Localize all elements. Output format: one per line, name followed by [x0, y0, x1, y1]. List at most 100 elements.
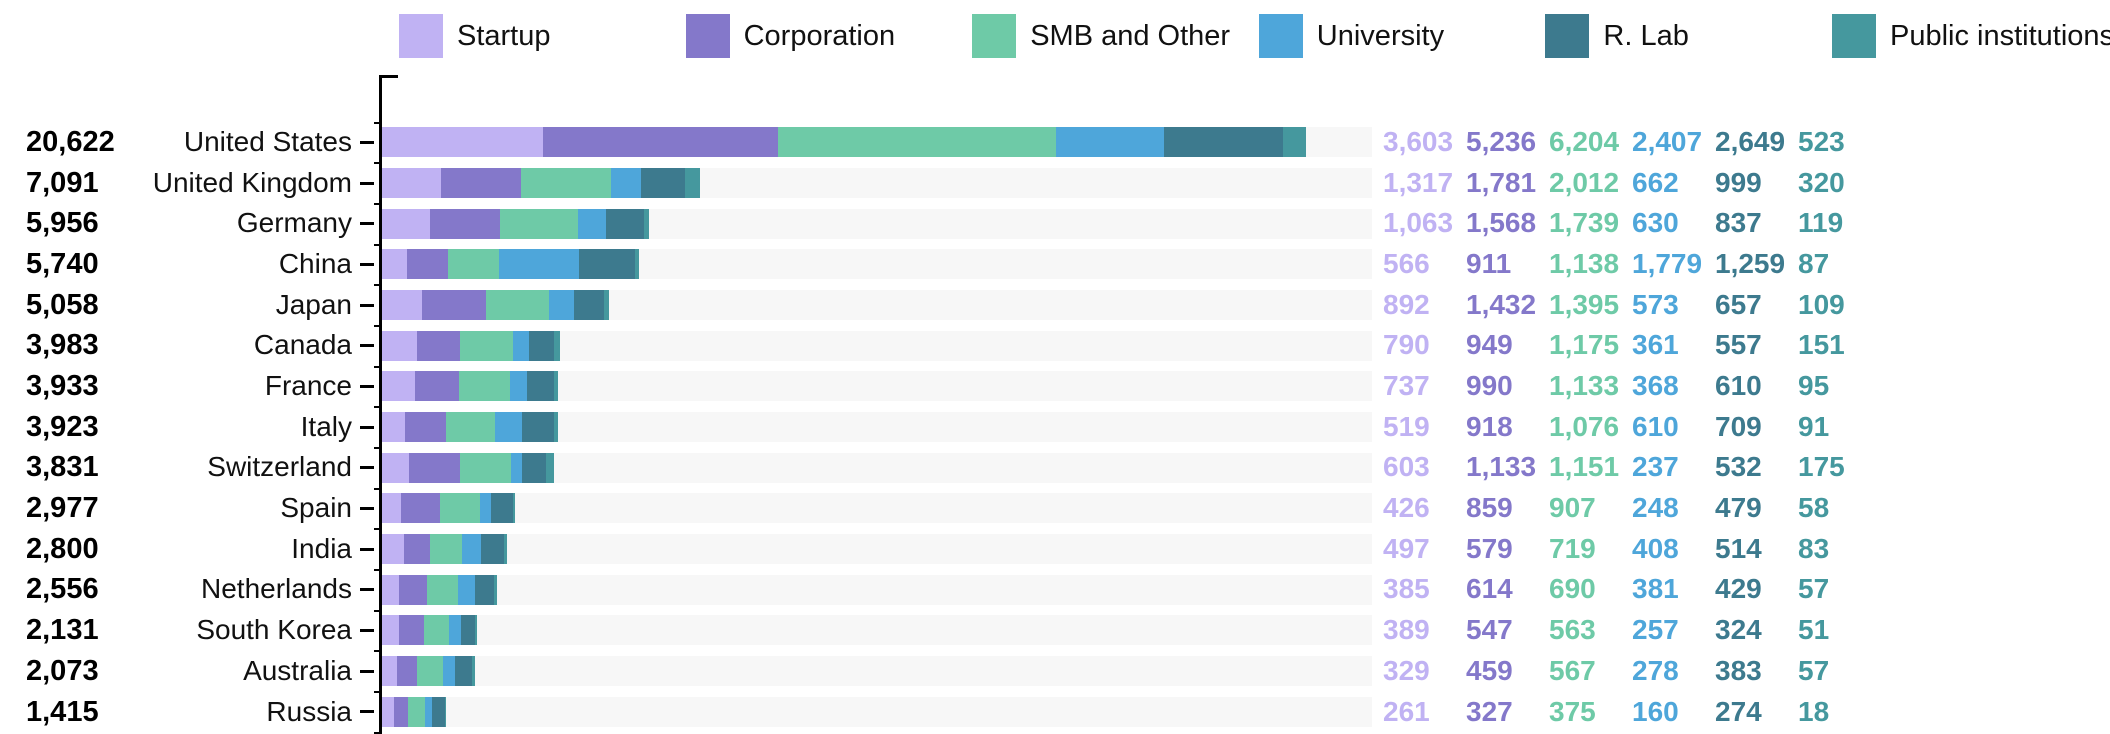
bar-segment-r-lab[interactable]	[521, 452, 546, 483]
bar-segment-corporation[interactable]	[429, 208, 500, 239]
chart-row-germany: 5,956 Germany 1,063 1,568 1,739 630 837 119	[0, 203, 2110, 244]
bar-segment-smb-and-other[interactable]	[426, 574, 458, 605]
bar-segment-corporation[interactable]	[441, 168, 521, 198]
bar-segment-smb-and-other[interactable]	[459, 452, 512, 483]
bar-segment-smb-and-other[interactable]	[459, 330, 513, 361]
bar-segment-corporation[interactable]	[399, 574, 427, 605]
bar-segment-r-lab[interactable]	[521, 412, 554, 443]
bar-segment-startup[interactable]	[382, 371, 416, 402]
bar-segment-corporation[interactable]	[404, 534, 431, 565]
y-axis-line	[379, 75, 382, 732]
bar-segment-smb-and-other[interactable]	[423, 615, 450, 646]
bar-segment-r-lab[interactable]	[491, 493, 513, 524]
bar-segment-startup[interactable]	[382, 656, 397, 687]
value-cell-public-institutions: 119	[1798, 207, 1844, 239]
bar-segment-university[interactable]	[462, 534, 481, 565]
legend-item-smb-and-other[interactable]: SMB and Other	[972, 14, 1230, 58]
bar-segment-university[interactable]	[480, 493, 492, 524]
bar-segment-corporation[interactable]	[409, 452, 460, 483]
bar-segment-r-lab[interactable]	[1164, 127, 1283, 158]
bar-segment-corporation[interactable]	[405, 412, 447, 443]
bar-segment-public-institutions[interactable]	[643, 208, 649, 239]
bar-segment-public-institutions[interactable]	[553, 412, 558, 443]
bar-segment-startup[interactable]	[382, 493, 402, 524]
bar-segment-corporation[interactable]	[543, 127, 779, 158]
bar-segment-smb-and-other[interactable]	[439, 493, 481, 524]
bar-segment-public-institutions[interactable]	[545, 452, 554, 483]
bar-segment-smb-and-other[interactable]	[446, 412, 495, 443]
bar-segment-r-lab[interactable]	[640, 168, 686, 198]
bar-segment-corporation[interactable]	[417, 330, 460, 361]
bar-segment-university[interactable]	[442, 656, 456, 687]
bar-segment-r-lab[interactable]	[578, 249, 636, 280]
bar-segment-r-lab[interactable]	[432, 696, 445, 727]
bar-segment-corporation[interactable]	[415, 371, 460, 402]
bar-segment-public-institutions[interactable]	[603, 290, 609, 321]
bar-segment-r-lab[interactable]	[526, 371, 554, 402]
bar-segment-smb-and-other[interactable]	[408, 696, 426, 727]
bar-segment-corporation[interactable]	[399, 615, 424, 646]
bar-segment-university[interactable]	[577, 208, 607, 239]
bar-segment-university[interactable]	[499, 249, 579, 280]
bar-segment-startup[interactable]	[382, 168, 442, 198]
bar-segment-r-lab[interactable]	[574, 290, 604, 321]
bar-segment-startup[interactable]	[382, 615, 400, 646]
bar-segment-smb-and-other[interactable]	[486, 290, 549, 321]
bar-segment-startup[interactable]	[382, 290, 422, 321]
bar-segment-r-lab[interactable]	[480, 534, 504, 565]
bar-segment-public-institutions[interactable]	[553, 371, 559, 402]
bar-segment-university[interactable]	[610, 168, 641, 198]
bar-segment-university[interactable]	[494, 412, 522, 443]
bar-segment-public-institutions[interactable]	[1282, 127, 1307, 158]
bar-segment-smb-and-other[interactable]	[448, 249, 500, 280]
bar-segment-university[interactable]	[457, 574, 475, 605]
bar-segment-university[interactable]	[449, 615, 461, 646]
bar-segment-public-institutions[interactable]	[444, 696, 446, 727]
bar-segment-public-institutions[interactable]	[493, 574, 497, 605]
legend-item-corporation[interactable]: Corporation	[685, 14, 895, 58]
bar-segment-public-institutions[interactable]	[503, 534, 508, 565]
bar-segment-startup[interactable]	[382, 412, 406, 443]
bar-segment-public-institutions[interactable]	[685, 168, 700, 198]
bar-segment-university[interactable]	[548, 290, 575, 321]
bar-segment-r-lab[interactable]	[474, 574, 494, 605]
bar-segment-public-institutions[interactable]	[512, 493, 516, 524]
bar-segment-corporation[interactable]	[421, 290, 487, 321]
bar-segment-startup[interactable]	[382, 249, 408, 280]
bar-segment-public-institutions[interactable]	[635, 249, 640, 280]
bar-segment-public-institutions[interactable]	[472, 656, 475, 687]
bar-segment-startup[interactable]	[382, 127, 544, 158]
bar-segment-corporation[interactable]	[407, 249, 449, 280]
legend-item-university[interactable]: University	[1258, 14, 1444, 58]
bar-segment-public-institutions[interactable]	[553, 330, 561, 361]
bar-segment-startup[interactable]	[382, 574, 400, 605]
bar-segment-university[interactable]	[1056, 127, 1165, 158]
bar-segment-startup[interactable]	[382, 452, 410, 483]
bar-segment-corporation[interactable]	[393, 696, 409, 727]
legend-item-public-institutions[interactable]: Public institutions	[1832, 14, 2110, 58]
bar-segment-r-lab[interactable]	[528, 330, 554, 361]
bar-segment-smb-and-other[interactable]	[430, 534, 463, 565]
bar-segment-r-lab[interactable]	[455, 656, 473, 687]
legend-item-startup[interactable]: Startup	[399, 14, 551, 58]
bar-segment-university[interactable]	[512, 330, 529, 361]
bar-segment-startup[interactable]	[382, 330, 418, 361]
bar-segment-startup[interactable]	[382, 696, 394, 727]
bar-segment-smb-and-other[interactable]	[459, 371, 511, 402]
bar-segment-smb-and-other[interactable]	[778, 127, 1057, 158]
bar-segment-university[interactable]	[425, 696, 433, 727]
bar-segment-r-lab[interactable]	[606, 208, 644, 239]
bar-segment-startup[interactable]	[382, 534, 405, 565]
bar-segment-smb-and-other[interactable]	[520, 168, 611, 198]
bar-segment-corporation[interactable]	[396, 656, 418, 687]
bar-segment-university[interactable]	[511, 452, 522, 483]
bar-segment-corporation[interactable]	[401, 493, 440, 524]
bar-segment-r-lab[interactable]	[460, 615, 476, 646]
bar-segment-university[interactable]	[510, 371, 527, 402]
legend-swatch-r-lab	[1545, 14, 1590, 58]
bar-segment-smb-and-other[interactable]	[417, 656, 443, 687]
bar-segment-smb-and-other[interactable]	[499, 208, 578, 239]
legend-item-r-lab[interactable]: R. Lab	[1545, 14, 1689, 58]
bar-segment-public-institutions[interactable]	[475, 615, 478, 646]
bar-segment-startup[interactable]	[382, 208, 430, 239]
